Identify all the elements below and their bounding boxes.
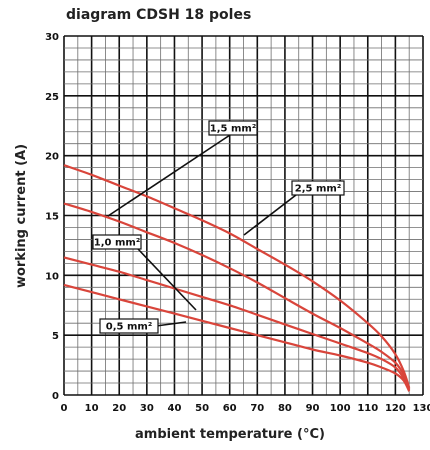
series-label-2: 1,0 mm² (94, 238, 140, 249)
series-line-2 (63, 256, 411, 391)
callout-box-2 (92, 234, 142, 250)
y-tick-label: 25 (45, 92, 59, 103)
callouts: 2,5 mm² 1,5 mm² 1,0 mm² 0,5 mm² (92, 120, 345, 334)
y-tick-label: 20 (45, 152, 59, 163)
x-axis-label: ambient temperature (°C) (135, 427, 325, 442)
x-tick-label: 70 (250, 403, 264, 414)
y-tick-label: 0 (52, 391, 59, 402)
series-line-0 (63, 164, 411, 389)
y-tick-label: 30 (45, 32, 59, 43)
x-tick-label: 10 (85, 403, 99, 414)
callout-box-3 (99, 318, 159, 334)
y-tick-label: 5 (52, 331, 59, 342)
chart-title: diagram CDSH 18 poles (66, 7, 251, 23)
series-line-3 (63, 283, 411, 392)
y-tick-label: 10 (45, 271, 59, 282)
x-tick-label: 110 (357, 403, 378, 414)
y-tick-label: 15 (45, 212, 59, 223)
callout-leader-3 (155, 321, 187, 327)
series-line-1 (63, 202, 411, 390)
callout-leader-2 (137, 248, 197, 311)
callout-box-1 (208, 120, 258, 136)
x-tick-label: 90 (306, 403, 320, 414)
x-tick-label: 40 (168, 403, 182, 414)
grid (63, 35, 424, 396)
x-tick-label: 120 (385, 403, 406, 414)
callout-leader-1 (107, 134, 231, 217)
callout-leader-0 (243, 194, 297, 236)
series-label-0: 2,5 mm² (295, 184, 341, 195)
y-axis-label: working current (A) (14, 144, 29, 288)
series-label-3: 0,5 mm² (106, 322, 152, 333)
x-tick-label: 100 (330, 403, 351, 414)
series-label-1: 1,5 mm² (210, 124, 256, 135)
curves (63, 164, 411, 392)
tick-labels: 0 10 20 30 40 50 60 70 80 90 100 110 120 130 0 5 10 15 20 2… (45, 32, 430, 414)
x-tick-label: 130 (413, 403, 430, 414)
x-tick-label: 60 (223, 403, 237, 414)
x-tick-label: 0 (61, 403, 68, 414)
x-tick-label: 30 (140, 403, 154, 414)
x-tick-label: 80 (278, 403, 292, 414)
callout-box-0 (291, 180, 345, 196)
x-tick-label: 50 (195, 403, 209, 414)
x-tick-label: 20 (112, 403, 126, 414)
